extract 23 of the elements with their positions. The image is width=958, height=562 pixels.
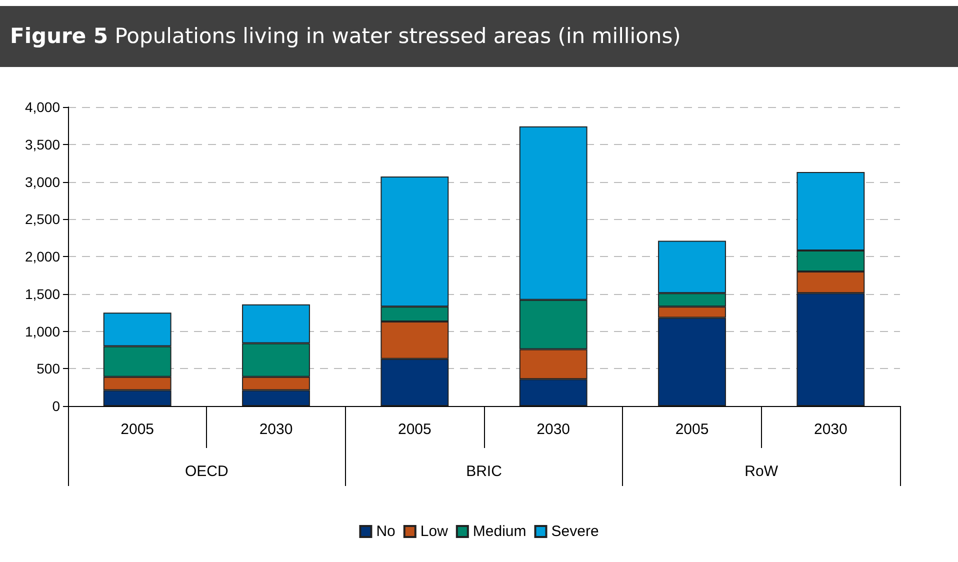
y-tick-label: 3,000 bbox=[24, 174, 60, 190]
legend-label: Severe bbox=[551, 523, 599, 540]
y-tick-label: 1,500 bbox=[24, 286, 60, 302]
y-tick-label: 3,500 bbox=[24, 136, 60, 152]
x-tick-label: 2005 bbox=[398, 421, 432, 438]
text: RoW bbox=[744, 463, 779, 480]
legend-label: No bbox=[376, 523, 396, 540]
y-tick-label: 2,000 bbox=[24, 248, 60, 264]
x-tick-label: 2030 bbox=[259, 421, 293, 438]
y-tick-label: 4,000 bbox=[24, 99, 60, 115]
y-tick-label: 1,000 bbox=[24, 323, 60, 340]
x-tick-label: 2005 bbox=[675, 421, 709, 438]
text: BRIC bbox=[466, 463, 502, 480]
y-tick-label: 0 bbox=[52, 398, 60, 414]
x-tick-label: 2005 bbox=[120, 421, 154, 438]
chart-title: Figure 5 Populations living in water stressed areas (in millions) bbox=[0, 6, 958, 67]
x-tick-label: 2030 bbox=[536, 421, 570, 438]
legend-label: Medium bbox=[472, 523, 526, 540]
y-tick-label: 500 bbox=[36, 360, 60, 377]
text: OECD bbox=[184, 463, 228, 480]
y-tick-label: 2,500 bbox=[24, 211, 60, 228]
legend-label: Low bbox=[420, 523, 448, 540]
x-tick-label: 2030 bbox=[814, 421, 848, 438]
